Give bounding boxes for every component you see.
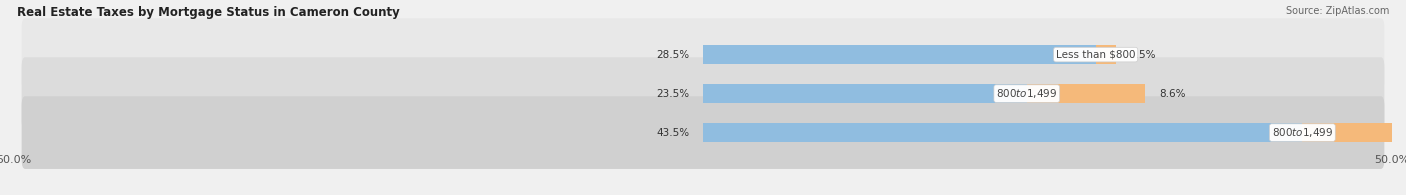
Text: 28.5%: 28.5% [657, 50, 689, 60]
Text: Less than $800: Less than $800 [1056, 50, 1136, 60]
Text: $800 to $1,499: $800 to $1,499 [1272, 126, 1333, 139]
Bar [703, 84, 1026, 103]
FancyBboxPatch shape [21, 18, 1385, 91]
Text: 23.5%: 23.5% [657, 89, 689, 99]
Text: 43.5%: 43.5% [657, 128, 689, 138]
FancyBboxPatch shape [21, 57, 1385, 130]
Bar [1026, 84, 1146, 103]
Bar [703, 45, 1095, 64]
Bar [1095, 45, 1116, 64]
Text: Source: ZipAtlas.com: Source: ZipAtlas.com [1285, 6, 1389, 16]
Bar [1302, 123, 1406, 142]
Bar [703, 123, 1302, 142]
Text: $800 to $1,499: $800 to $1,499 [997, 87, 1057, 100]
Text: Real Estate Taxes by Mortgage Status in Cameron County: Real Estate Taxes by Mortgage Status in … [17, 6, 399, 19]
Text: 8.6%: 8.6% [1159, 89, 1185, 99]
Text: 1.5%: 1.5% [1130, 50, 1157, 60]
FancyBboxPatch shape [21, 96, 1385, 169]
